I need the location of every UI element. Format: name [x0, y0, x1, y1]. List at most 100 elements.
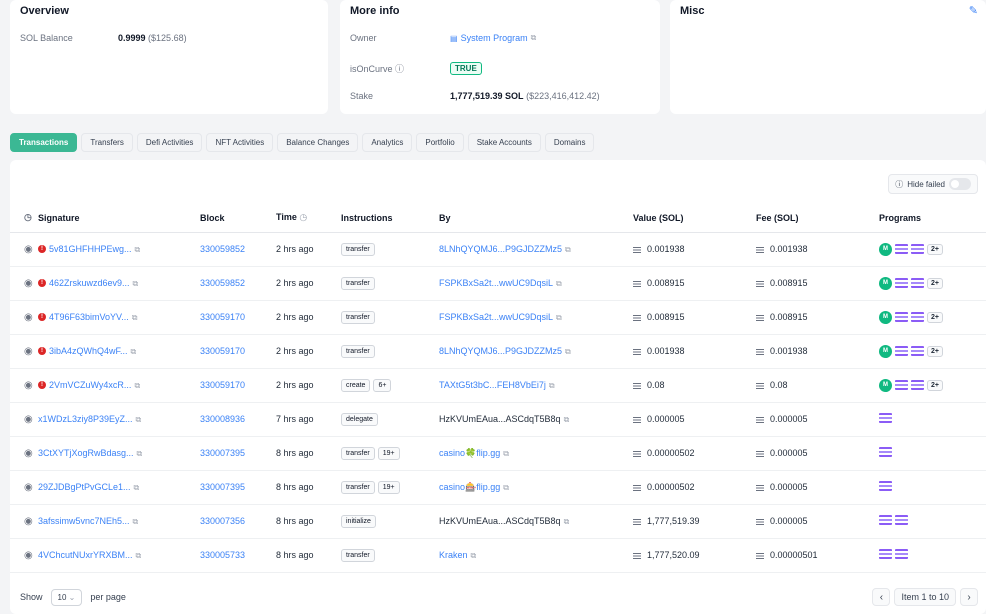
- program-icon[interactable]: [895, 244, 908, 255]
- by-address[interactable]: FSPKBxSa2t...wwUC9DqsiL: [439, 311, 554, 322]
- copy-icon[interactable]: ⧉: [563, 414, 570, 424]
- signature-link[interactable]: 4T96F63bimVoYV...: [49, 311, 129, 322]
- tab-analytics[interactable]: Analytics: [362, 133, 413, 152]
- program-icon[interactable]: [911, 244, 924, 255]
- instruction-badge[interactable]: transfer: [341, 344, 375, 358]
- block-link[interactable]: 330008936: [200, 414, 246, 424]
- by-address[interactable]: 8LNhQYQMJ6...P9GJDZZMz5: [439, 345, 563, 356]
- block-link[interactable]: 330059852: [200, 278, 246, 288]
- more-programs-badge[interactable]: 2+: [927, 277, 943, 289]
- copy-icon[interactable]: ⧉: [130, 346, 137, 356]
- clock-icon[interactable]: ◷: [299, 212, 308, 223]
- instruction-badge[interactable]: delegate: [341, 412, 378, 426]
- instruction-count-badge[interactable]: 19+: [377, 480, 400, 494]
- copy-icon[interactable]: ⧉: [548, 380, 555, 390]
- eye-icon[interactable]: ◉: [24, 413, 33, 425]
- by-address[interactable]: FSPKBxSa2t...wwUC9DqsiL: [439, 277, 554, 288]
- prev-page-button[interactable]: ‹: [872, 588, 891, 606]
- by-address[interactable]: TAXtG5t3bC...FEH8VbEi7j: [439, 379, 546, 390]
- copy-icon[interactable]: ⧉: [503, 482, 509, 492]
- program-icon[interactable]: M: [879, 310, 892, 324]
- copy-icon[interactable]: ⧉: [132, 516, 139, 526]
- block-link[interactable]: 330059170: [200, 380, 246, 390]
- program-icon[interactable]: [911, 380, 924, 391]
- block-link[interactable]: 330005733: [200, 550, 246, 560]
- copy-icon[interactable]: ⧉: [135, 414, 142, 424]
- instruction-badge[interactable]: transfer: [341, 276, 375, 290]
- program-icon[interactable]: M: [879, 242, 892, 256]
- eye-icon[interactable]: ◉: [24, 311, 33, 323]
- by-address[interactable]: casino🍀flip.gg: [439, 447, 501, 458]
- block-link[interactable]: 330007395: [200, 448, 246, 458]
- program-icon[interactable]: M: [879, 344, 892, 358]
- tab-domains[interactable]: Domains: [544, 133, 595, 152]
- edit-icon[interactable]: ✎: [968, 5, 978, 17]
- eye-icon[interactable]: ◉: [24, 481, 33, 493]
- more-programs-badge[interactable]: 2+: [927, 345, 943, 357]
- signature-link[interactable]: 3CtXYTjXogRwBdasg...: [38, 447, 134, 458]
- eye-icon[interactable]: ◉: [24, 243, 33, 255]
- instruction-badge[interactable]: transfer: [341, 480, 375, 494]
- by-address[interactable]: casino🎰flip.gg: [439, 481, 501, 492]
- tab-transactions[interactable]: Transactions: [10, 133, 78, 152]
- signature-link[interactable]: 2VmVCZuWy4xcR...: [49, 379, 132, 390]
- program-icon[interactable]: [879, 413, 892, 423]
- block-link[interactable]: 330007395: [200, 482, 246, 492]
- signature-link[interactable]: 4VChcutNUxrYRXBM...: [38, 549, 133, 560]
- program-icon[interactable]: M: [879, 276, 892, 290]
- instruction-badge[interactable]: transfer: [341, 548, 375, 562]
- block-link[interactable]: 330059170: [200, 312, 246, 322]
- program-icon[interactable]: M: [879, 378, 892, 392]
- copy-icon[interactable]: ⧉: [556, 312, 562, 322]
- program-icon[interactable]: [895, 549, 908, 559]
- tab-defi-activities[interactable]: Defi Activities: [136, 133, 203, 152]
- program-icon[interactable]: [879, 447, 892, 457]
- instruction-badge[interactable]: transfer: [341, 446, 375, 460]
- eye-icon[interactable]: ◉: [24, 549, 33, 561]
- instruction-count-badge[interactable]: 19+: [377, 446, 400, 460]
- program-icon[interactable]: [879, 481, 892, 491]
- instruction-badge[interactable]: initialize: [341, 514, 376, 528]
- eye-icon[interactable]: ◉: [24, 447, 33, 459]
- owner-link[interactable]: System Program: [460, 33, 528, 43]
- block-link[interactable]: 330007356: [200, 516, 246, 526]
- eye-icon[interactable]: ◉: [24, 515, 33, 527]
- by-address[interactable]: 8LNhQYQMJ6...P9GJDZZMz5: [439, 243, 563, 254]
- copy-icon[interactable]: ⧉: [470, 550, 477, 560]
- eye-icon[interactable]: ◉: [24, 345, 33, 357]
- program-icon[interactable]: [879, 515, 892, 525]
- toggle-switch[interactable]: [949, 178, 971, 190]
- program-icon[interactable]: [879, 549, 892, 559]
- tab-portfolio[interactable]: Portfolio: [416, 133, 464, 152]
- tab-stake-accounts[interactable]: Stake Accounts: [467, 133, 541, 152]
- instruction-badge[interactable]: create: [341, 378, 371, 392]
- tab-nft-activities[interactable]: NFT Activities: [206, 133, 274, 152]
- copy-icon[interactable]: ⧉: [136, 448, 143, 458]
- instruction-badge[interactable]: transfer: [341, 310, 375, 324]
- copy-icon[interactable]: ⧉: [132, 278, 139, 288]
- program-icon[interactable]: [895, 312, 908, 323]
- tab-transfers[interactable]: Transfers: [81, 133, 133, 152]
- signature-link[interactable]: x1WDzL3ziy8P39EyZ...: [38, 413, 133, 424]
- block-link[interactable]: 330059852: [200, 244, 246, 254]
- more-programs-badge[interactable]: 2+: [927, 311, 943, 323]
- copy-icon[interactable]: ⧉: [503, 448, 509, 458]
- instruction-count-badge[interactable]: 6+: [373, 378, 392, 392]
- copy-icon[interactable]: ⧉: [565, 346, 571, 356]
- info-icon[interactable]: ⓘ: [395, 64, 405, 74]
- by-address[interactable]: Kraken: [439, 549, 468, 560]
- copy-icon[interactable]: ⧉: [135, 550, 142, 560]
- copy-icon[interactable]: ⧉: [134, 380, 141, 390]
- copy-icon[interactable]: ⧉: [530, 33, 537, 42]
- copy-icon[interactable]: ⧉: [131, 312, 138, 322]
- hide-failed-toggle[interactable]: ⓘ Hide failed: [888, 174, 978, 194]
- copy-icon[interactable]: ⧉: [563, 516, 570, 526]
- signature-link[interactable]: 3ibA4zQWhQ4wF...: [49, 345, 128, 356]
- copy-icon[interactable]: ⧉: [556, 278, 562, 288]
- copy-icon[interactable]: ⧉: [134, 244, 141, 254]
- instruction-badge[interactable]: transfer: [341, 242, 375, 256]
- per-page-select[interactable]: 10 ⌄: [50, 588, 83, 606]
- signature-link[interactable]: 462Zrskuwzd6ev9...: [49, 277, 130, 288]
- program-icon[interactable]: [895, 380, 908, 391]
- copy-icon[interactable]: ⧉: [565, 244, 571, 254]
